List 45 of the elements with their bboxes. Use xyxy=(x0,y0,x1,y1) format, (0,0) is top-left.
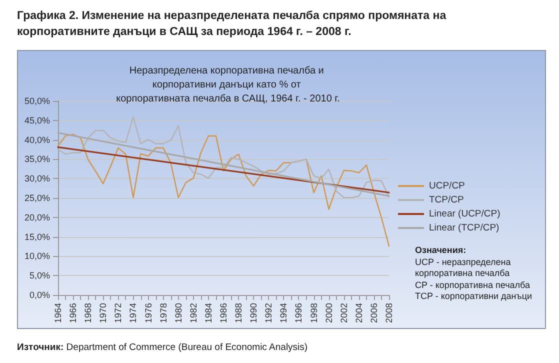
legend-label: Linear (UCP/CP) xyxy=(429,208,500,220)
chart-subtitle: Неразпределена корпоративна печалба и корпоративни данъци като % от корпоративната печалба в САЩ, 1964 г. - 2010 г. xyxy=(116,66,340,104)
x-tick-label: 1990 xyxy=(248,303,259,324)
text: Означения: xyxy=(415,245,468,256)
y-tick-label: 20,0% xyxy=(24,212,50,222)
x-tick-label: 1992 xyxy=(264,303,274,324)
x-tick-label: 2000 xyxy=(324,303,334,324)
x-tick-label: 1978 xyxy=(158,303,168,324)
legend-label: UCP/CP xyxy=(429,180,465,192)
x-tick-label: 1986 xyxy=(218,303,228,324)
text: UCP - неразпределена корпоративна печалба xyxy=(415,256,512,280)
y-tick-label: 30,0% xyxy=(24,174,50,184)
x-tick-label: 2002 xyxy=(338,303,349,324)
x-tick-label: 1996 xyxy=(294,303,304,324)
text: TCP - корпоративни данъци xyxy=(415,291,534,302)
x-tick-label: 2004 xyxy=(354,303,364,324)
x-tick-label: 1976 xyxy=(143,303,154,324)
x-tick-label: 1970 xyxy=(98,303,108,324)
y-tick-label: 50,0% xyxy=(24,96,50,106)
x-tick-label: 1988 xyxy=(234,303,244,324)
y-tick-label: 5,0% xyxy=(29,270,50,281)
y-tick-label: 0,0% xyxy=(29,290,50,300)
y-tick-label: 45,0% xyxy=(24,115,50,126)
y-tick-label: 10,0% xyxy=(24,251,50,262)
x-tick-label: 1966 xyxy=(68,303,78,324)
legend-label: Linear (TCP/CP) xyxy=(429,222,500,234)
x-tick-label: 1968 xyxy=(83,303,94,324)
text: CP - корпоративна печалба xyxy=(415,280,531,291)
y-tick-label: 35,0% xyxy=(24,154,50,164)
x-tick-label: 1980 xyxy=(173,303,184,324)
y-tick-label: 15,0% xyxy=(24,232,50,242)
legend-label: TCP/CP xyxy=(429,194,464,206)
x-tick-label: 1982 xyxy=(188,303,198,324)
x-tick-label: 2008 xyxy=(384,303,394,324)
x-tick-label: 1984 xyxy=(203,303,214,324)
x-tick-label: 1972 xyxy=(113,303,124,324)
x-tick-label: 1974 xyxy=(128,303,138,324)
y-tick-label: 40,0% xyxy=(24,134,50,145)
x-tick-label: 1994 xyxy=(278,303,289,324)
x-tick-label: 1998 xyxy=(308,303,319,324)
x-tick-label: 2006 xyxy=(368,303,379,324)
x-tick-label: 1964 xyxy=(53,303,63,324)
y-tick-label: 25,0% xyxy=(24,193,50,203)
text: Източник: Department of Commerce (Bureau of Economic Analysis) xyxy=(17,342,308,353)
chart-title: Графика 2. Изменение на неразпределената печалба спрямо промяната на корпоративните данъци в САЩ за периода 1964 г. – 2008 г. xyxy=(17,9,448,40)
